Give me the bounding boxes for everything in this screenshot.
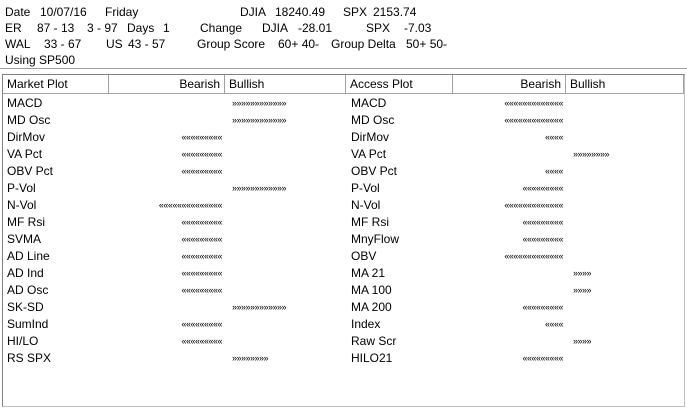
access-row-label: VA Pct xyxy=(351,147,387,161)
access-bullish-arrows: »»»»»»»» xyxy=(573,149,610,159)
er-value: 87 - 13 xyxy=(37,21,75,35)
market-row-label: MD Osc xyxy=(7,113,51,127)
djia-label: DJIA xyxy=(240,5,267,19)
access-row-label: DirMov xyxy=(351,130,389,144)
market-bullish-arrows: »»»»»»»»»»»» xyxy=(232,115,287,125)
market-row-label: SumInd xyxy=(7,317,49,331)
market-bearish-arrows: ««««««««« xyxy=(181,285,222,295)
access-row-label: MA 21 xyxy=(351,266,386,280)
change-spx-value: -7.03 xyxy=(404,21,432,35)
access-bullish-arrows: »»»» xyxy=(573,268,592,278)
access-row-label: MACD xyxy=(351,96,387,110)
market-bullish-arrows: »»»»»»»»»»»» xyxy=(232,302,287,312)
access-bearish-arrows: ««««««««««««« xyxy=(504,251,563,261)
group-delta-value: 50+ 50- xyxy=(406,37,448,51)
weekday: Friday xyxy=(105,5,139,19)
access-row-label: MD Osc xyxy=(351,113,395,127)
access-bearish-arrows: «««« xyxy=(544,132,564,142)
col-access-bearish[interactable]: Bearish xyxy=(453,75,566,94)
market-row-label: HI/LO xyxy=(7,334,39,348)
access-bullish-arrows: »»»» xyxy=(573,336,592,346)
col-access-plot[interactable]: Access Plot xyxy=(346,75,453,94)
access-row-label: MnyFlow xyxy=(351,232,400,246)
market-bearish-arrows: ««««««««« xyxy=(181,319,222,329)
er-value-2: 3 - 97 xyxy=(87,21,118,35)
market-bearish-arrows: ««««««««« xyxy=(181,251,222,261)
market-row-label: N-Vol xyxy=(7,198,37,212)
date-value: 10/07/16 xyxy=(40,5,87,19)
using-index: Using SP500 xyxy=(5,53,76,67)
group-score-value: 60+ 40- xyxy=(278,37,320,51)
market-bearish-arrows: ««««««««« xyxy=(181,149,222,159)
market-bullish-arrows: »»»»»»»»»»»» xyxy=(232,183,287,193)
market-row-label: SVMA xyxy=(7,232,42,246)
group-score-label: Group Score xyxy=(197,37,266,51)
change-label: Change xyxy=(200,21,243,35)
col-access-bullish[interactable]: Bullish xyxy=(566,75,684,94)
access-bullish-arrows: »»»» xyxy=(573,285,592,295)
market-bearish-arrows: ««««««««« xyxy=(181,268,222,278)
access-bearish-arrows: ««««««««« xyxy=(522,302,563,312)
access-row-label: Raw Scr xyxy=(351,334,397,348)
access-row-label: OBV xyxy=(351,249,377,263)
days-value: 1 xyxy=(163,21,170,35)
access-row-label: N-Vol xyxy=(351,198,381,212)
col-market-bearish[interactable]: Bearish xyxy=(109,75,225,94)
market-bearish-arrows: ««««««««« xyxy=(181,132,222,142)
us-label: US xyxy=(106,37,123,51)
change-djia-label: DJIA xyxy=(262,21,289,35)
market-row-label: AD Line xyxy=(7,249,50,263)
access-bearish-arrows: ««««««««« xyxy=(522,217,563,227)
wal-label: WAL xyxy=(5,37,31,51)
access-bearish-arrows: ««««««««««««« xyxy=(504,98,563,108)
market-bearish-arrows: ««««««««« xyxy=(181,217,222,227)
col-market-bullish[interactable]: Bullish xyxy=(225,75,346,94)
summary-header: Date 10/07/16 Friday DJIA 18240.49 SPX 2… xyxy=(0,0,687,70)
access-row-label: HILO21 xyxy=(351,351,393,365)
access-bearish-arrows: ««««««««««««« xyxy=(504,115,563,125)
spx-label: SPX xyxy=(343,5,368,19)
access-row-label: P-Vol xyxy=(351,181,380,195)
market-bearish-arrows: ««««««««« xyxy=(181,336,222,346)
access-row-label: OBV Pct xyxy=(351,164,398,178)
change-djia-value: -28.01 xyxy=(298,21,333,35)
access-bearish-arrows: ««««««««««««« xyxy=(504,200,563,210)
market-row-label: AD Ind xyxy=(7,266,44,280)
market-row-label: SK-SD xyxy=(7,300,44,314)
market-row-label: P-Vol xyxy=(7,181,36,195)
spx-value: 2153.74 xyxy=(373,5,417,19)
market-bullish-arrows: »»»»»»»» xyxy=(232,353,269,363)
header-divider xyxy=(0,68,687,69)
access-row-label: MA 200 xyxy=(351,300,392,314)
access-row-label: MF Rsi xyxy=(351,215,389,229)
djia-value: 18240.49 xyxy=(275,5,326,19)
market-row-label: MACD xyxy=(7,96,43,110)
market-row-label: OBV Pct xyxy=(7,164,54,178)
access-bearish-arrows: ««««««««« xyxy=(522,234,563,244)
market-bearish-arrows: «««««««««««««« xyxy=(158,200,223,210)
market-row-label: DirMov xyxy=(7,130,45,144)
access-bearish-arrows: ««««««««« xyxy=(522,183,563,193)
market-row-label: AD Osc xyxy=(7,283,49,297)
change-spx-label: SPX xyxy=(366,21,391,35)
indicator-grid xyxy=(2,74,685,407)
group-delta-label: Group Delta xyxy=(331,37,396,51)
access-bearish-arrows: «««« xyxy=(544,319,564,329)
wal-value: 33 - 67 xyxy=(44,37,82,51)
market-bullish-arrows: »»»»»»»»»»»» xyxy=(232,98,287,108)
col-market-plot[interactable]: Market Plot xyxy=(3,75,109,94)
er-label: ER xyxy=(5,21,22,35)
access-row-label: MA 100 xyxy=(351,283,392,297)
access-bearish-arrows: «««« xyxy=(544,166,564,176)
market-row-label: MF Rsi xyxy=(7,215,45,229)
market-row-label: VA Pct xyxy=(7,147,43,161)
date-label: Date xyxy=(5,5,31,19)
market-row-label: RS SPX xyxy=(7,351,52,365)
access-bearish-arrows: ««««««««« xyxy=(522,353,563,363)
days-label: Days xyxy=(127,21,155,35)
access-row-label: Index xyxy=(351,317,381,331)
us-value: 43 - 57 xyxy=(128,37,166,51)
market-bearish-arrows: ««««««««« xyxy=(181,166,222,176)
market-bearish-arrows: ««««««««« xyxy=(181,234,222,244)
